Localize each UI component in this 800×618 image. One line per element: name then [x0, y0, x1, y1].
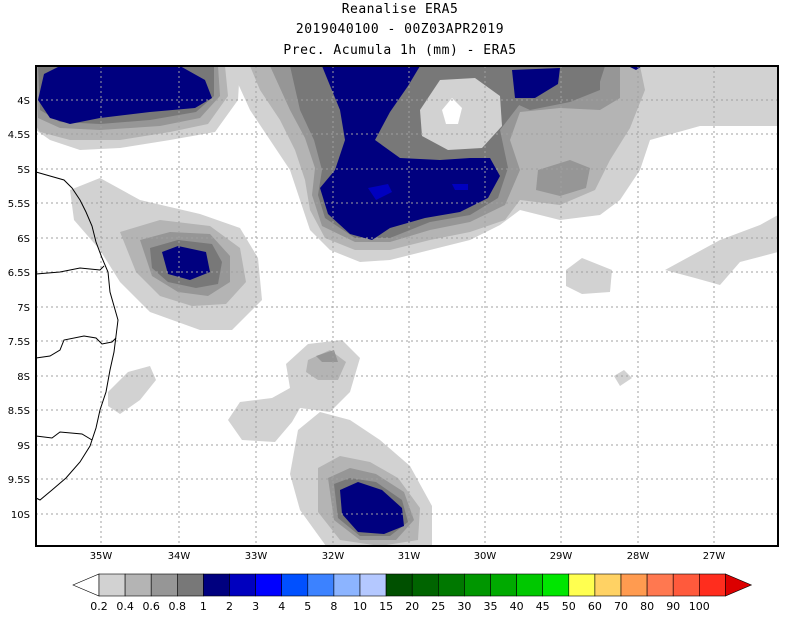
- colorbar-label: 15: [379, 600, 393, 613]
- lat-label: 10S: [11, 510, 30, 521]
- colorbar-swatch: [620, 573, 648, 597]
- colorbar-swatch: [516, 573, 543, 597]
- colorbar-label: 0.4: [116, 600, 134, 613]
- precip-area-1: [340, 482, 404, 534]
- lon-label: 28W: [627, 551, 650, 562]
- lat-label: 5S: [17, 165, 30, 176]
- lon-label: 30W: [474, 551, 497, 562]
- lat-label: 7S: [17, 303, 30, 314]
- colorbar-label: 70: [614, 600, 628, 613]
- colorbar-swatch: [411, 573, 439, 597]
- colorbar-swatch: [307, 573, 335, 597]
- lat-label: 6S: [17, 234, 30, 245]
- colorbar-swatch: [437, 573, 465, 597]
- colorbar-swatch: [542, 573, 570, 597]
- colorbar-label: 45: [536, 600, 550, 613]
- lat-label: 5.5S: [8, 199, 30, 210]
- colorbar-label: 1: [200, 600, 207, 613]
- colorbar-label: 90: [666, 600, 680, 613]
- lon-label: 32W: [322, 551, 345, 562]
- colorbar-label: 5: [304, 600, 311, 613]
- colorbar-swatch: [646, 573, 674, 597]
- lon-label: 35W: [90, 551, 113, 562]
- precipitation-field: [36, 66, 778, 546]
- colorbar-swatch: [568, 573, 596, 597]
- precip-area-1: [320, 66, 500, 240]
- colorbar-swatch: [490, 573, 517, 597]
- lat-label: 9.5S: [8, 475, 30, 486]
- lon-label: 31W: [398, 551, 421, 562]
- lat-label: 7.5S: [8, 337, 30, 348]
- colorbar-swatch: [150, 573, 178, 597]
- coastline: [35, 171, 119, 501]
- map-frame: [35, 65, 779, 547]
- precip-area-1: [38, 66, 212, 124]
- longitude-labels: 35W 34W 33W 32W 31W 30W 29W 28W 27W: [90, 551, 726, 562]
- colorbar-swatch: [124, 573, 152, 597]
- colorbar-label: 40: [510, 600, 524, 613]
- colorbar-label: 0.6: [142, 600, 160, 613]
- precip-area-0.2: [108, 366, 156, 414]
- lon-label: 29W: [550, 551, 573, 562]
- colorbar-swatch: [255, 573, 283, 597]
- lat-label: 6.5S: [8, 268, 30, 279]
- colorbar-swatch: [229, 573, 256, 597]
- colorbar-swatch: [203, 573, 230, 597]
- colorbar-label: 25: [431, 600, 445, 613]
- colorbar-swatch: [385, 573, 413, 597]
- lat-label: 4S: [17, 96, 30, 107]
- colorbar-swatch: [698, 573, 726, 597]
- colorbar-swatch: [333, 573, 361, 597]
- colorbar-label: 0.8: [169, 600, 187, 613]
- colorbar: 0.2 0.4 0.6 0.8 1 2 3 4 5 8 10 15 20 25 30 35 40 45 50 60 70…: [72, 573, 753, 613]
- colorbar-label: 3: [252, 600, 259, 613]
- precip-area-0.2: [566, 258, 612, 294]
- colorbar-left-arrow: [72, 573, 100, 597]
- colorbar-swatch: [281, 573, 309, 597]
- precip-area-2: [368, 184, 392, 200]
- colorbar-label: 100: [689, 600, 710, 613]
- map-title: Reanalise ERA5: [341, 2, 459, 17]
- colorbar-label: 0.2: [90, 600, 108, 613]
- map-variable-subtitle: Prec. Acumula 1h (mm) - ERA5: [283, 43, 517, 58]
- lat-label: 8.5S: [8, 406, 30, 417]
- lon-label: 34W: [168, 551, 191, 562]
- precip-area-1: [512, 68, 560, 98]
- map-date-subtitle: 2019040100 - 00Z03APR2019: [295, 22, 505, 37]
- precip-area-2: [452, 184, 468, 190]
- precip-area-0.2: [665, 215, 778, 285]
- colorbar-label: 35: [484, 600, 498, 613]
- precip-area-0.2: [614, 370, 632, 386]
- colorbar-label: 4: [278, 600, 285, 613]
- lat-label: 4.5S: [8, 130, 30, 141]
- colorbar-right-arrow: [725, 573, 753, 597]
- colorbar-label: 20: [405, 600, 419, 613]
- lat-label: 8S: [17, 372, 30, 383]
- lat-label: 9S: [17, 441, 30, 452]
- latitude-labels: 4S 4.5S 5S 5.5S 6S 6.5S 7S 7.5S 8S 8.5S …: [8, 96, 30, 521]
- colorbar-swatch: [594, 573, 622, 597]
- colorbar-swatch: [98, 573, 126, 597]
- colorbar-swatch: [359, 573, 387, 597]
- colorbar-label: 80: [640, 600, 654, 613]
- colorbar-swatch: [672, 573, 700, 597]
- colorbar-label: 10: [353, 600, 367, 613]
- colorbar-swatch: [177, 573, 204, 597]
- precip-gap: [420, 78, 502, 150]
- precip-gap: [442, 98, 462, 124]
- colorbar-swatch: [464, 573, 491, 597]
- colorbar-label: 60: [588, 600, 602, 613]
- colorbar-label: 30: [457, 600, 471, 613]
- colorbar-label: 2: [226, 600, 233, 613]
- graticule: [36, 66, 778, 546]
- lon-label: 27W: [703, 551, 726, 562]
- colorbar-label: 8: [330, 600, 337, 613]
- colorbar-label: 50: [562, 600, 576, 613]
- lon-label: 33W: [245, 551, 268, 562]
